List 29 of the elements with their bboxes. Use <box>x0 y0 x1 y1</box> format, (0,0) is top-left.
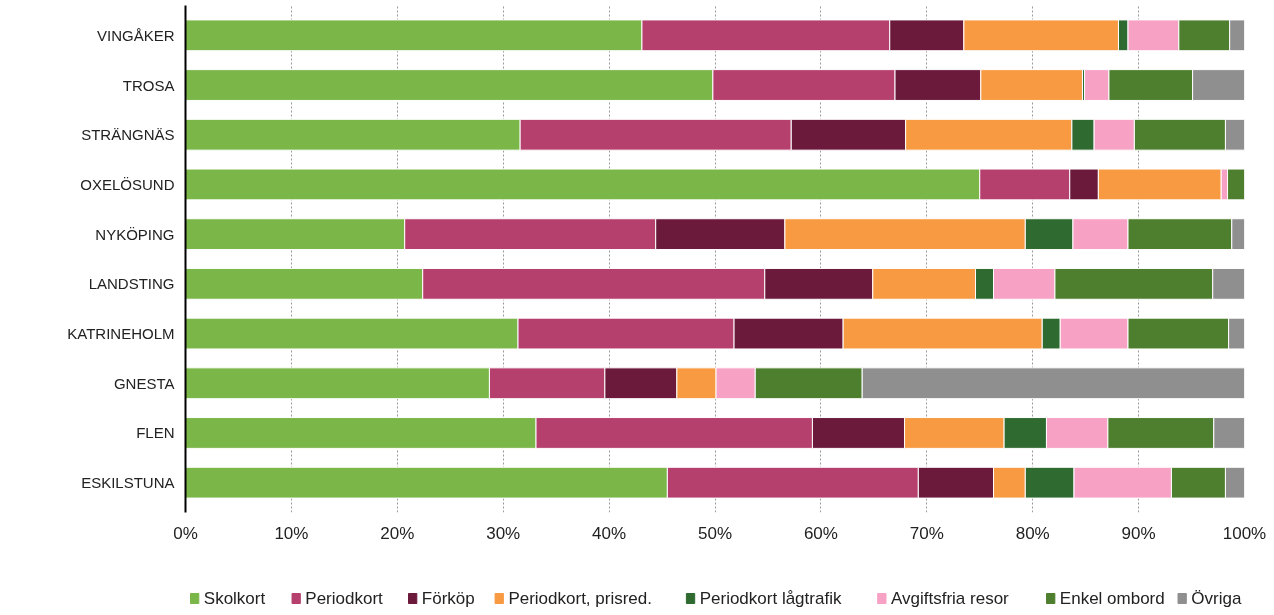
legend-label: Förköp <box>421 589 475 608</box>
x-tick-label: 30% <box>486 523 521 543</box>
y-tick-label: FLEN <box>136 424 175 442</box>
legend-label: Enkel ombord <box>1059 589 1165 608</box>
x-tick-label: 20% <box>380 523 415 543</box>
x-tick-label: 100% <box>1222 523 1267 543</box>
y-tick-label: LANDSTING <box>88 275 175 293</box>
y-tick-label: OXELÖSUND <box>80 175 175 193</box>
y-tick-label: GNESTA <box>113 374 175 392</box>
legend-label: Avgiftsfria resor <box>890 589 1010 608</box>
legend-label: Periodkort, prisred. <box>508 589 652 608</box>
x-tick-label: 0% <box>173 523 198 543</box>
y-tick-label: NYKÖPING <box>95 225 175 243</box>
y-tick-label: STRÄNGNÄS <box>81 126 175 144</box>
x-tick-label: 40% <box>592 523 627 543</box>
y-tick-label: ESKILSTUNA <box>81 474 175 492</box>
legend-label: Övriga <box>1191 589 1242 608</box>
x-tick-label: 60% <box>803 523 838 543</box>
x-tick-label: 50% <box>697 523 733 543</box>
y-tick-label: KATRINEHOLM <box>67 325 175 343</box>
legend-label: Periodkort <box>305 589 384 608</box>
x-tick-label: 90% <box>1121 523 1156 543</box>
x-tick-label: 10% <box>274 523 309 543</box>
legend-label: Skolkort <box>203 589 266 608</box>
y-tick-label: TROSA <box>122 76 175 94</box>
y-tick-label: VINGÅKER <box>96 26 175 44</box>
x-tick-label: 70% <box>909 523 944 543</box>
x-tick-label: 80% <box>1015 523 1050 543</box>
legend-label: Periodkort lågtrafik <box>699 589 842 608</box>
